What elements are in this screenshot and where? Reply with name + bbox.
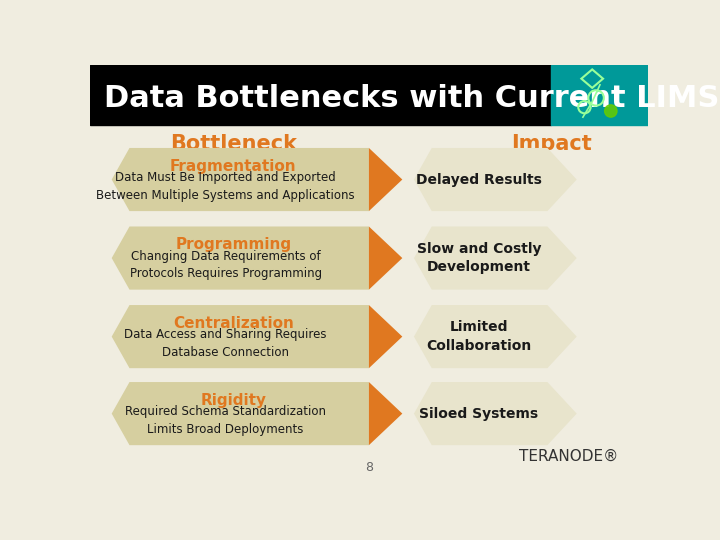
Text: Bottleneck: Bottleneck bbox=[170, 134, 297, 154]
Polygon shape bbox=[414, 226, 577, 289]
Bar bbox=[90, 65, 551, 125]
Text: Centralization: Centralization bbox=[173, 316, 294, 331]
Text: Impact: Impact bbox=[510, 134, 592, 154]
Polygon shape bbox=[112, 148, 369, 211]
Text: Slow and Costly
Development: Slow and Costly Development bbox=[417, 242, 541, 274]
Text: Delayed Results: Delayed Results bbox=[416, 173, 542, 186]
Text: Siloed Systems: Siloed Systems bbox=[420, 407, 539, 421]
Polygon shape bbox=[369, 226, 402, 289]
Text: Data Access and Sharing Requires
Database Connection: Data Access and Sharing Requires Databas… bbox=[125, 328, 327, 359]
Text: Data Bottlenecks with Current LIMS: Data Bottlenecks with Current LIMS bbox=[104, 84, 719, 112]
Polygon shape bbox=[414, 305, 577, 368]
Polygon shape bbox=[112, 305, 369, 368]
Polygon shape bbox=[112, 226, 369, 289]
Polygon shape bbox=[369, 305, 402, 368]
Polygon shape bbox=[369, 148, 402, 211]
Text: Limited
Collaboration: Limited Collaboration bbox=[426, 320, 531, 353]
Circle shape bbox=[605, 105, 617, 117]
Text: Changing Data Requirements of
Protocols Requires Programming: Changing Data Requirements of Protocols … bbox=[130, 249, 322, 280]
Text: Data Must Be Imported and Exported
Between Multiple Systems and Applications: Data Must Be Imported and Exported Betwe… bbox=[96, 171, 355, 201]
Text: Rigidity: Rigidity bbox=[200, 393, 266, 408]
Polygon shape bbox=[369, 382, 402, 445]
Text: 8: 8 bbox=[365, 462, 373, 475]
Bar bbox=[551, 65, 648, 125]
Text: Fragmentation: Fragmentation bbox=[170, 159, 297, 174]
Text: Required Schema Standardization
Limits Broad Deployments: Required Schema Standardization Limits B… bbox=[125, 405, 326, 436]
Polygon shape bbox=[414, 148, 577, 211]
Polygon shape bbox=[414, 382, 577, 445]
Text: Programming: Programming bbox=[175, 237, 292, 252]
Text: TERANODE®: TERANODE® bbox=[519, 449, 618, 464]
Polygon shape bbox=[112, 382, 369, 445]
